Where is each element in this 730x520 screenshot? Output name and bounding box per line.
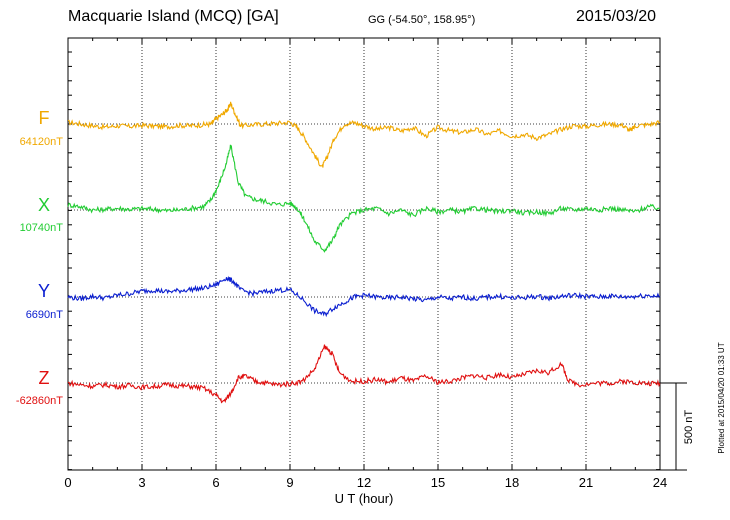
series-baseline-z: -62860nT: [16, 395, 63, 407]
x-axis: 0 3 6 9 12 15 18 21 24: [64, 38, 667, 490]
x-tick-label: 6: [212, 475, 219, 490]
series-line-y: [67, 275, 661, 318]
x-tick-label: 24: [653, 475, 667, 490]
series-baseline-x: 10740nT: [20, 222, 64, 234]
plotted-note: Plotted at 2015/04/20 01:33 UT: [717, 342, 726, 453]
series-layer: [67, 101, 661, 404]
series-name-x: X: [38, 195, 50, 215]
station-title: Macquarie Island (MCQ) [GA]: [68, 8, 279, 25]
x-tick-label: 21: [579, 475, 593, 490]
scale-bar: 500 nT: [660, 382, 695, 471]
date-label: 2015/03/20: [576, 8, 657, 25]
series-name-y: Y: [38, 281, 50, 301]
series-line-x: [67, 144, 660, 253]
x-tick-label: 15: [431, 475, 445, 490]
x-tick-label: 12: [357, 475, 371, 490]
series-name-z: Z: [39, 368, 50, 388]
x-tick-label: 9: [286, 475, 293, 490]
series-name-f: F: [39, 108, 50, 128]
x-tick-label: 18: [505, 475, 519, 490]
scale-bar-label: 500 nT: [683, 410, 695, 445]
x-tick-label: 0: [64, 475, 71, 490]
series-line-f: [68, 101, 661, 168]
series-line-z: [67, 344, 661, 404]
geographic-coordinates: GG (-54.50°, 158.95°): [368, 14, 476, 26]
x-axis-label: U T (hour): [335, 491, 394, 506]
series-baseline-y: 6690nT: [26, 309, 64, 321]
grid: [68, 38, 660, 470]
x-tick-label: 3: [138, 475, 145, 490]
series-labels: F 64120nT X 10740nT Y 6690nT Z -62860nT: [16, 108, 63, 407]
series-baseline-f: 64120nT: [20, 136, 64, 148]
